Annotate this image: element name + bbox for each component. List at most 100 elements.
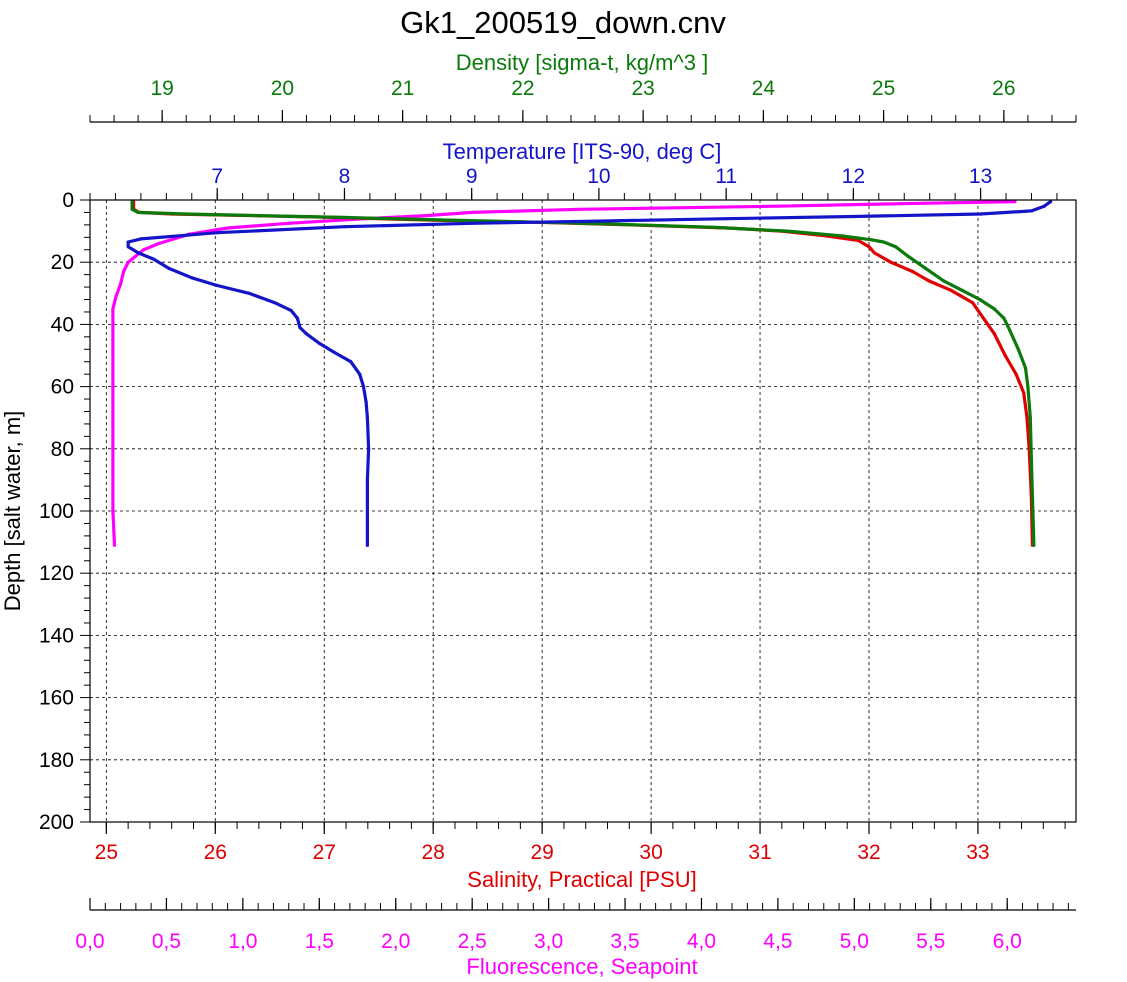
temperature-data-point [167,266,171,270]
salinity-data-point [992,332,996,336]
salinity-tick-label: 31 [748,841,771,864]
density-tick-label: 21 [391,77,414,100]
density-data-point [437,218,441,222]
fluorescence-data-point [424,214,428,218]
y-tick-label: 180 [39,749,74,772]
temperature-data-point [1042,204,1046,208]
fluorescence-tick-label: 0,0 [75,930,104,953]
density-data-point [617,222,621,226]
temperature-data-point [470,221,474,225]
temperature-data-point [139,237,143,241]
density-tick-label: 20 [271,77,294,100]
temperature-data-point [215,231,219,235]
y-tick-label: 80 [51,438,74,461]
density-data-point [942,279,946,283]
temperature-data-point [190,276,194,280]
temperature-tick-label: 13 [969,165,992,188]
fluorescence-data-point [470,210,474,214]
y-tick-label: 40 [51,313,74,336]
density-data-point [1002,316,1006,320]
temperature-data-point [177,234,181,238]
temperature-data-point [272,301,277,305]
temperature-data-point [365,478,369,482]
y-axis-title: Depth [salt water, m] [0,411,25,612]
temperature-data-point [358,372,362,376]
salinity-data-point [927,279,931,283]
fluorescence-tick-label: 4,5 [763,930,792,953]
density-data-point [894,245,898,249]
density-data-point [130,200,134,204]
salinity-axis-title: Salinity, Practical [PSU] [467,867,696,892]
fluorescence-data-point [172,237,176,241]
temperature-data-point [126,245,130,249]
temperature-data-point [364,400,368,404]
temperature-data-point [365,543,369,547]
y-tick-label: 200 [39,811,74,834]
temperature-data-point [152,257,156,261]
density-series-line [130,200,1036,547]
fluorescence-tick-label: 3,5 [610,930,639,953]
fluorescence-data-point [111,385,115,389]
y-tick-label: 0 [62,189,74,212]
temperature-data-point [361,385,366,389]
fluorescence-tick-label: 1,0 [228,930,257,953]
y-tick-label: 20 [51,251,74,274]
salinity-tick-label: 28 [422,841,445,864]
density-data-point [870,238,874,242]
temperature-data-point [126,240,130,244]
salinity-data-point [1022,391,1026,395]
salinity-tick-label: 25 [95,841,118,864]
density-data-point [130,207,134,211]
temperature-data-point [136,251,140,255]
salinity-data-point [981,316,986,320]
salinity-tick-label: 27 [313,841,336,864]
fluorescence-tick-label: 5,5 [916,930,945,953]
density-data-point [906,254,910,258]
fluorescence-data-point [114,294,118,298]
fluorescence-data-point [119,282,123,286]
data-series [111,200,1053,547]
temperature-data-point [289,308,293,312]
salinity-data-point [889,260,893,264]
density-data-point [960,288,964,292]
density-data-point [924,266,928,270]
chart-title: Gk1_200519_down.cnv [400,5,726,40]
temperature-series-line [126,200,1053,547]
temperature-data-point [349,360,353,364]
density-data-point [1008,329,1012,333]
density-data-point [136,210,140,214]
salinity-series-line [132,200,1034,547]
fluorescence-data-point [577,207,581,211]
fluorescence-data-point [287,221,291,225]
density-tick-label: 19 [150,77,173,100]
temperature-data-point [724,217,728,221]
density-data-point [1016,347,1020,351]
fluorescence-axis-title: Fluorescence, Seapoint [466,954,697,979]
fluorescence-data-point [141,248,146,252]
temperature-tick-label: 8 [339,165,351,188]
fluorescence-data-point [226,226,230,230]
temperature-data-point [317,341,321,345]
y-tick-label: 60 [51,376,74,399]
temperature-data-point [342,225,347,229]
density-data-point [785,229,790,233]
density-data-point [1023,366,1028,370]
salinity-data-point [1014,372,1018,376]
fluorescence-tick-label: 2,5 [458,930,487,953]
salinity-tick-label: 26 [204,841,227,864]
fluorescence-series-line [111,200,1017,547]
density-tick-label: 22 [511,77,534,100]
temperature-data-point [215,283,219,288]
plot-frame [89,199,1077,823]
density-data-point [882,240,886,244]
temperature-data-point [304,332,308,336]
density-tick-label: 26 [992,77,1015,100]
density-data-point [1032,543,1036,547]
temperature-data-point [979,212,983,216]
density-data-point [978,297,982,302]
temperature-tick-label: 7 [211,165,223,188]
fluorescence-data-point [111,307,115,311]
temperature-data-point [1049,200,1053,204]
fluorescence-data-point [157,241,161,246]
temperature-tick-label: 9 [466,165,478,188]
